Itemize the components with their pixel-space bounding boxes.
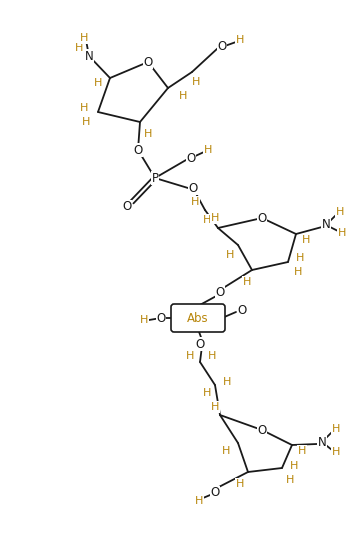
Text: H: H — [195, 496, 203, 506]
Text: O: O — [215, 286, 225, 299]
Text: H: H — [302, 235, 310, 245]
Text: H: H — [243, 277, 251, 287]
Text: H: H — [75, 43, 83, 53]
Text: N: N — [84, 49, 93, 62]
Text: H: H — [236, 479, 244, 489]
Text: H: H — [286, 475, 294, 485]
Text: H: H — [179, 91, 187, 101]
Text: H: H — [140, 315, 148, 325]
Text: H: H — [203, 388, 211, 398]
Text: H: H — [236, 35, 244, 45]
Text: H: H — [80, 103, 88, 113]
Text: O: O — [156, 312, 166, 325]
Text: H: H — [203, 215, 211, 225]
Text: H: H — [332, 447, 340, 457]
Text: N: N — [318, 435, 326, 449]
Text: O: O — [257, 212, 266, 224]
Text: H: H — [186, 351, 194, 361]
Text: H: H — [296, 253, 304, 263]
Text: O: O — [188, 181, 197, 194]
Text: O: O — [218, 41, 227, 54]
Text: H: H — [191, 197, 199, 207]
Text: Abs: Abs — [187, 312, 209, 325]
Text: O: O — [143, 55, 153, 68]
Text: H: H — [94, 78, 102, 88]
Text: O: O — [122, 200, 132, 213]
Text: O: O — [257, 424, 266, 437]
Text: O: O — [210, 487, 220, 500]
Text: O: O — [237, 304, 247, 317]
Text: O: O — [186, 151, 196, 165]
Text: H: H — [338, 228, 346, 238]
Text: H: H — [226, 250, 234, 260]
Text: P: P — [151, 172, 158, 185]
Text: O: O — [195, 338, 205, 350]
Text: H: H — [223, 377, 231, 387]
Text: H: H — [192, 77, 200, 87]
Text: O: O — [133, 143, 143, 156]
Text: H: H — [222, 446, 230, 456]
Text: H: H — [80, 33, 88, 43]
Text: H: H — [208, 351, 216, 361]
Text: H: H — [294, 267, 302, 277]
Text: H: H — [332, 424, 340, 434]
Text: H: H — [204, 145, 212, 155]
Text: H: H — [82, 117, 90, 127]
Text: N: N — [322, 218, 331, 231]
Text: H: H — [290, 461, 298, 471]
Text: H: H — [211, 402, 219, 412]
FancyBboxPatch shape — [171, 304, 225, 332]
Text: H: H — [211, 213, 219, 223]
Text: H: H — [144, 129, 152, 139]
Text: H: H — [298, 446, 306, 456]
Text: H: H — [336, 207, 344, 217]
